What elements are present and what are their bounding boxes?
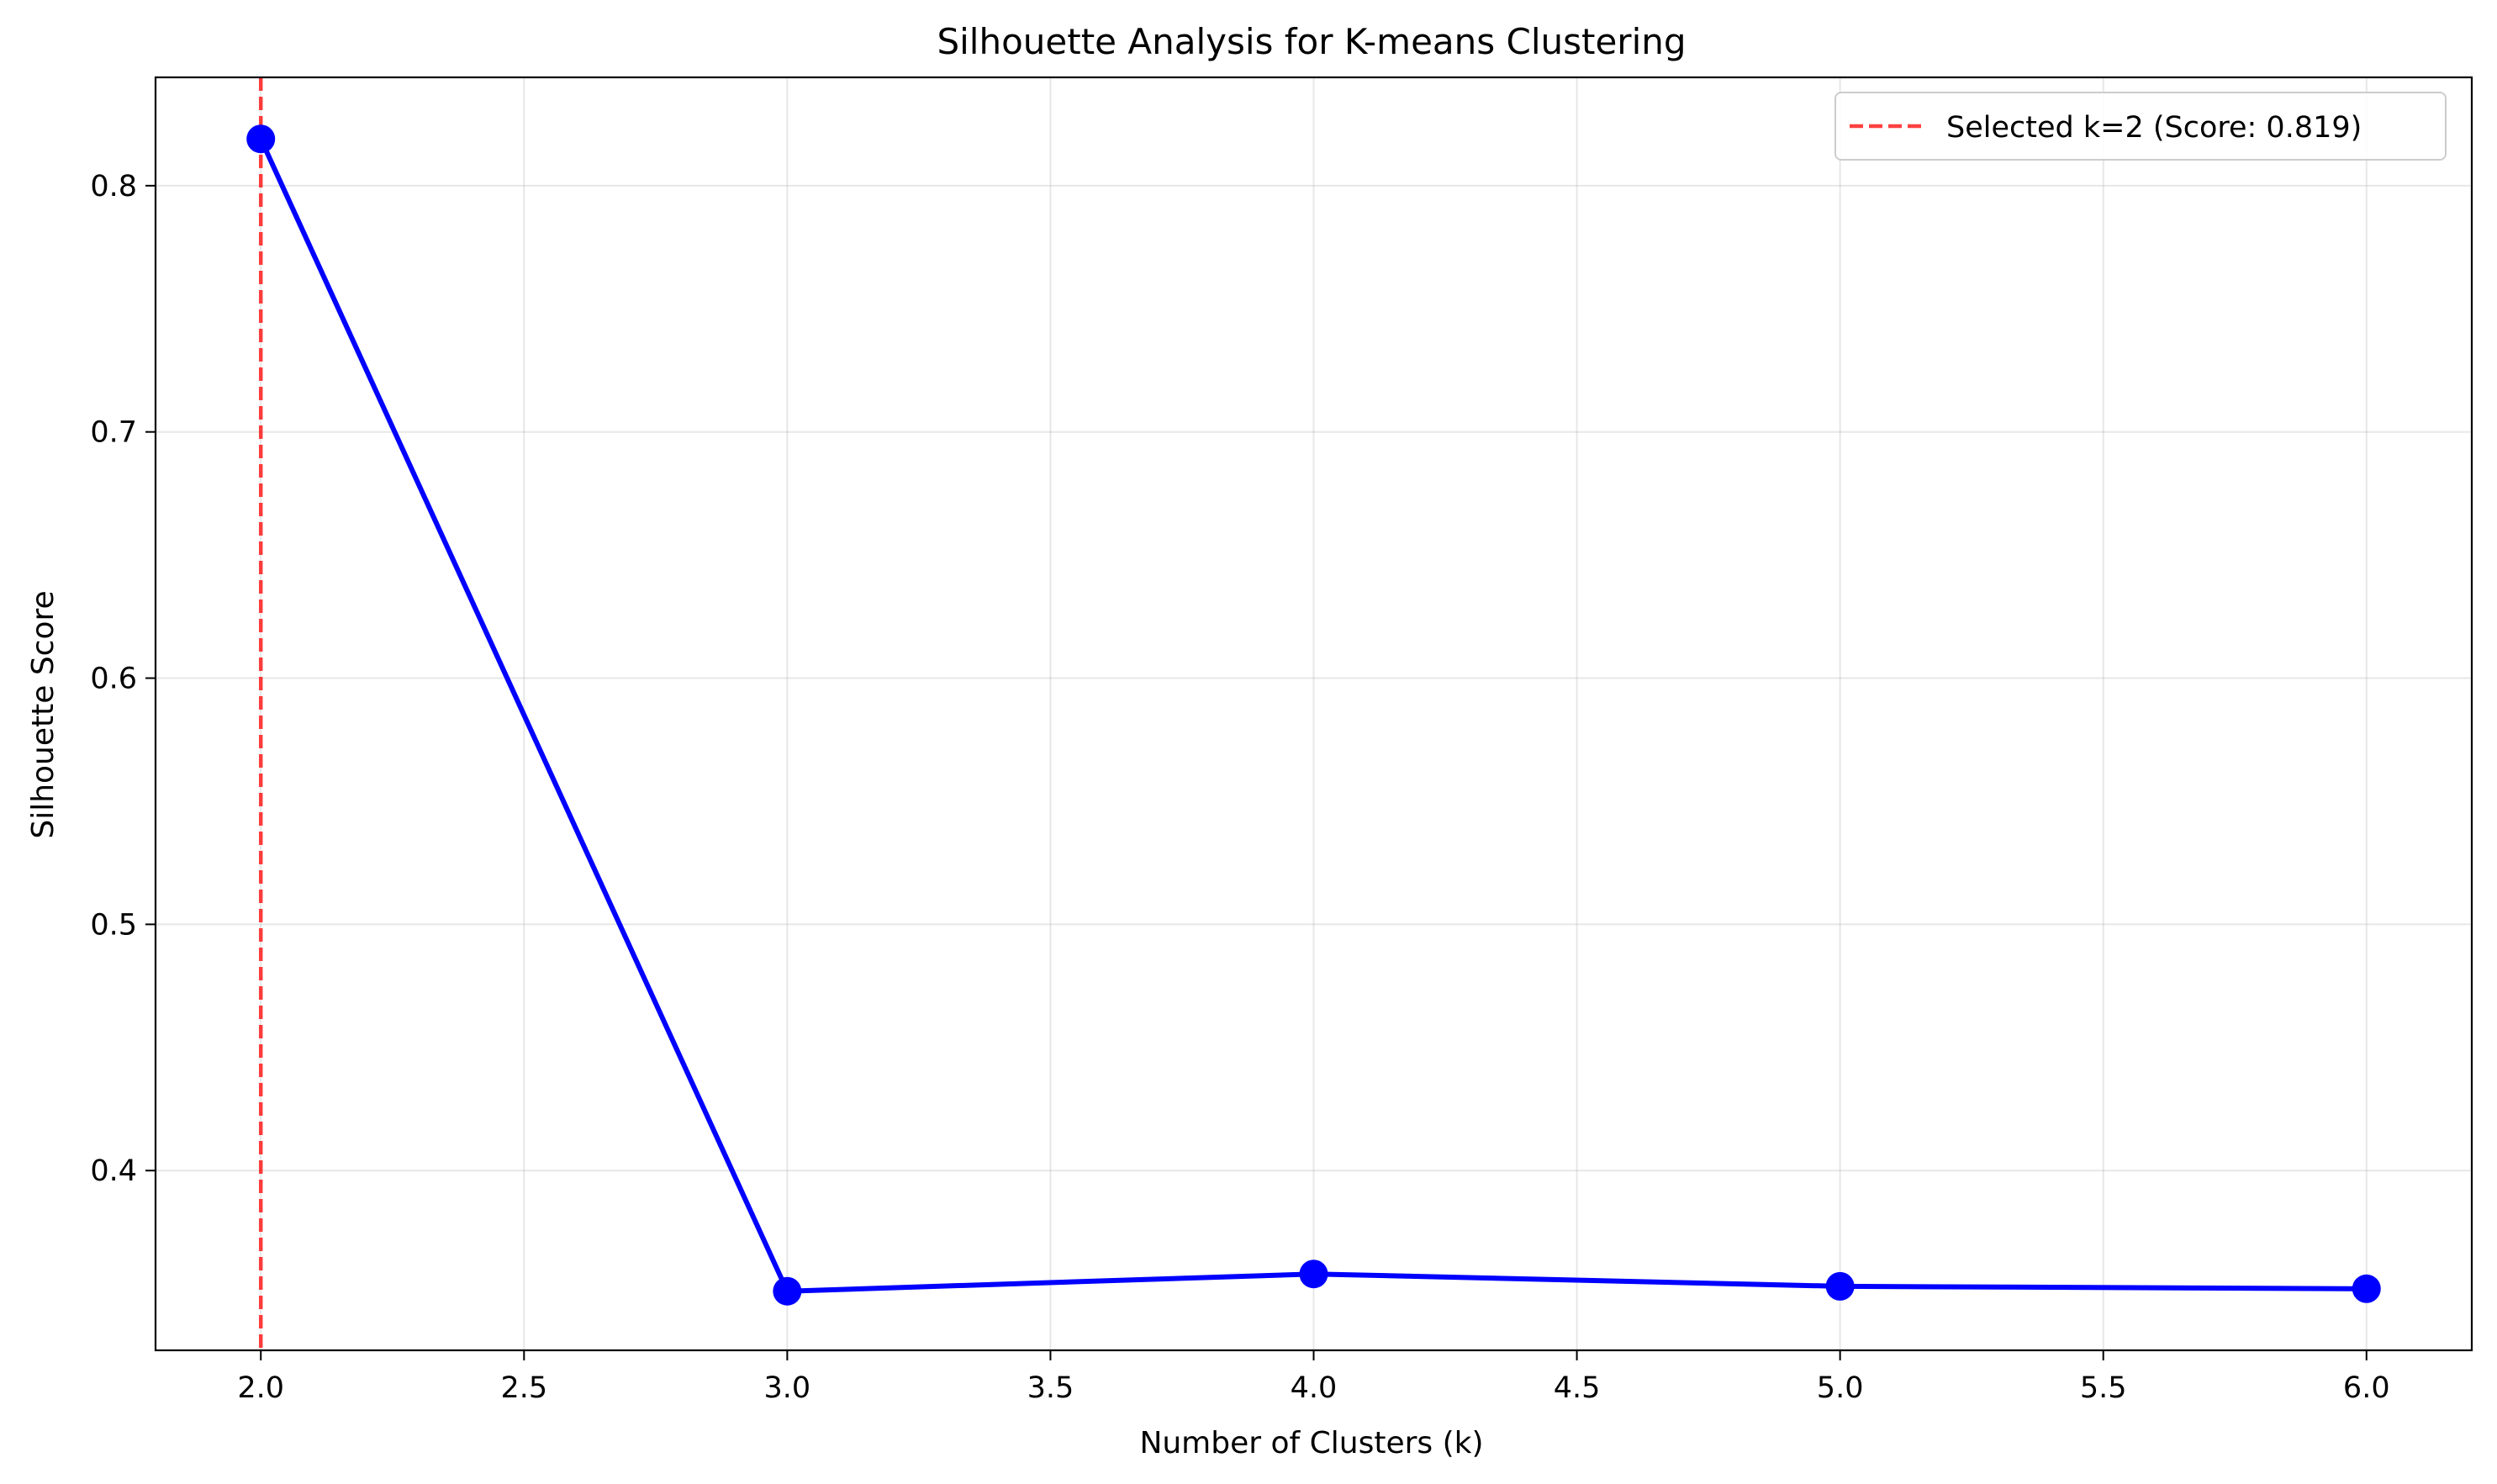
legend-label-reference-line: Selected k=2 (Score: 0.819): [1946, 111, 2362, 145]
legend-box: [1834, 92, 2447, 161]
x-tick-label: 2.0: [237, 1371, 284, 1405]
legend: Selected k=2 (Score: 0.819): [1834, 92, 2447, 161]
x-tick-label: 5.5: [2080, 1371, 2127, 1405]
x-tick-label: 3.5: [1027, 1371, 1074, 1405]
x-tick-label: 5.0: [1817, 1371, 1864, 1405]
y-tick-label: 0.7: [90, 416, 137, 450]
series-layer: [246, 124, 2381, 1306]
y-tick-label: 0.4: [90, 1154, 137, 1188]
data-point: [2352, 1274, 2381, 1303]
y-tick-label: 0.5: [90, 908, 137, 942]
data-point: [1825, 1271, 1855, 1301]
data-point: [1299, 1260, 1328, 1289]
chart-title: Silhouette Analysis for K-means Clusteri…: [937, 21, 1686, 62]
x-tick-label: 4.5: [1554, 1371, 1601, 1405]
x-axis-label: Number of Clusters (k): [1139, 1426, 1483, 1460]
grid: [156, 77, 2472, 1350]
data-point: [773, 1276, 802, 1306]
data-point: [246, 124, 276, 154]
y-tick-label: 0.8: [90, 170, 137, 203]
x-tick-label: 3.0: [764, 1371, 811, 1405]
axis-ticks: 2.0 2.5 3.0 3.5 4.0 4.5 5.0 5.5 6.0 0.4 0.5 0.6 0.7 0…: [90, 170, 2389, 1405]
y-tick-label: 0.6: [90, 663, 137, 696]
x-tick-label: 6.0: [2343, 1371, 2390, 1405]
x-tick-label: 2.5: [500, 1371, 547, 1405]
x-tick-label: 4.0: [1291, 1371, 1338, 1405]
y-axis-label: Silhouette Score: [26, 590, 61, 838]
